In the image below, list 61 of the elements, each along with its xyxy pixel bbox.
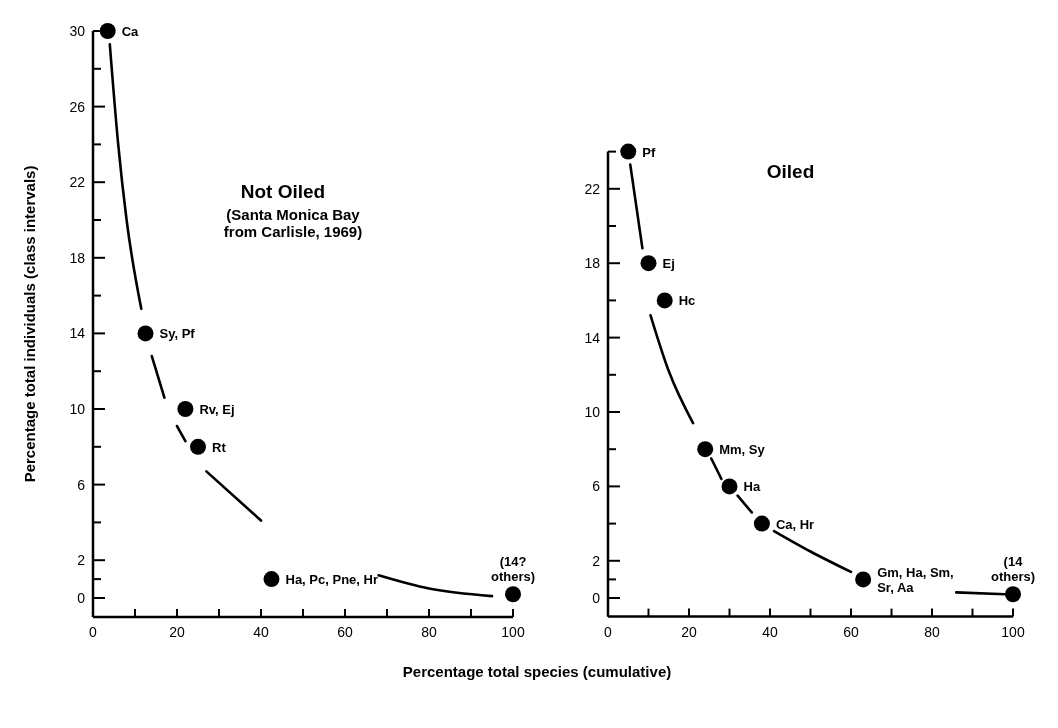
y-tick-label: 22: [69, 174, 86, 191]
x-tick-label: 100: [501, 623, 525, 640]
point: [177, 401, 194, 417]
point: [640, 255, 657, 272]
point: [505, 586, 521, 603]
y-tick-label: 2: [592, 552, 601, 569]
x-tick-label: 60: [843, 623, 859, 640]
y-tick-label: 18: [584, 255, 601, 272]
x-axis-title: Percentage total species (cumulative): [402, 662, 672, 680]
point: [1005, 586, 1021, 603]
y-tick-label: 26: [69, 98, 86, 115]
point: [656, 292, 673, 309]
y-tick-label: 14: [584, 329, 601, 346]
text: Oiled: [766, 161, 815, 182]
annotation: Rv, Ej: [199, 402, 235, 417]
point: [697, 441, 714, 458]
annotation: Gm, Ha, Sm, Sr, Aa: [877, 565, 954, 595]
x-tick-label: 40: [253, 623, 269, 640]
x-tick-label: 20: [681, 623, 697, 640]
y-tick-label: 10: [584, 404, 601, 420]
y-tick-label: 10: [69, 401, 86, 417]
annotation: Ej: [662, 256, 675, 272]
annotation: Ha: [743, 479, 761, 495]
point: [137, 325, 154, 342]
y-tick-label: 6: [77, 476, 86, 493]
annotation: (14 others): [990, 554, 1036, 584]
y-tick-label: 30: [69, 23, 86, 39]
point: [99, 23, 116, 39]
y-tick-label: 22: [584, 180, 601, 197]
x-tick-label: 100: [1001, 623, 1025, 640]
annotation: Ca, Hr: [775, 516, 815, 532]
x-tick-label: 40: [762, 623, 778, 640]
text: (Santa Monica Bay from Carlisle, 1969): [223, 206, 363, 240]
y-tick-label: 6: [592, 478, 601, 495]
annotation: Hc: [678, 293, 696, 309]
annotation: Mm, Sy: [719, 442, 766, 458]
annotation: Sy, Pf: [159, 326, 196, 342]
point: [753, 515, 770, 532]
point: [263, 571, 280, 588]
annotation: (14? others): [490, 554, 536, 584]
x-tick-label: 20: [169, 623, 185, 640]
x-tick-label: 0: [604, 623, 613, 640]
y-tick-label: 14: [69, 325, 86, 342]
point: [855, 571, 872, 588]
y-tick-label: 0: [592, 590, 601, 606]
annotation: Ca: [121, 24, 140, 39]
x-tick-label: 80: [421, 623, 437, 640]
annotation: Rt: [212, 439, 227, 455]
y-tick-label: 0: [77, 590, 86, 606]
point: [190, 438, 206, 455]
annotation: Ha, Pc, Pne, Hr: [285, 572, 378, 588]
text: Not Oiled: [240, 181, 326, 202]
y-axis-title: Percentage total individuals (class intervals): [21, 165, 38, 483]
point: [721, 478, 738, 495]
x-tick-label: 80: [924, 623, 940, 640]
y-tick-label: 18: [69, 249, 86, 266]
y-tick-label: 2: [77, 552, 86, 569]
point: [620, 143, 637, 160]
x-tick-label: 0: [89, 623, 98, 640]
annotation: Pf: [642, 144, 656, 160]
x-tick-label: 60: [337, 623, 353, 640]
